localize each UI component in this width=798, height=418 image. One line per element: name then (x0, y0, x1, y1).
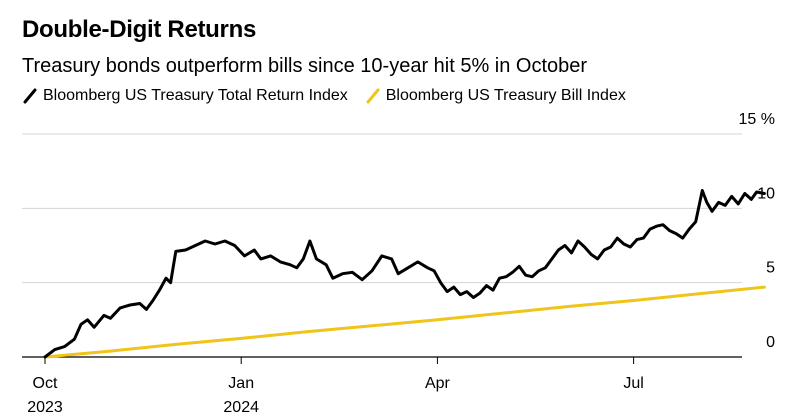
x-tick-label-apr: Apr (425, 375, 451, 392)
series-line-total-return (43, 189, 766, 359)
legend-item-total-return: Bloomberg US Treasury Total Return Index (22, 87, 348, 105)
series-line-bill-index (43, 285, 766, 359)
legend-swatch-total-return (22, 88, 38, 104)
legend-swatch-bill-index (365, 88, 381, 104)
chart-subtitle: Treasury bonds outperform bills since 10… (22, 55, 588, 77)
legend-label-bill-index: Bloomberg US Treasury Bill Index (385, 87, 626, 104)
x-tick-year-2024: 2024 (223, 399, 259, 416)
y-tick-label-10: 10 (757, 185, 775, 202)
y-tick-label-15: 15 % (739, 111, 775, 128)
legend-label-total-return: Bloomberg US Treasury Total Return Index (43, 87, 348, 104)
chart-legend: Bloomberg US Treasury Total Return Index… (22, 87, 643, 105)
y-tick-label-5: 5 (766, 260, 775, 277)
x-tick-label-jul: Jul (623, 375, 643, 392)
y-tick-label-0: 0 (766, 334, 775, 351)
legend-item-bill-index: Bloomberg US Treasury Bill Index (365, 87, 626, 105)
chart-title: Double-Digit Returns (22, 16, 256, 43)
x-tick-year-2023: 2023 (27, 399, 63, 416)
x-tick-label-jan: Jan (228, 375, 254, 392)
x-tick-label-oct: Oct (33, 375, 58, 392)
